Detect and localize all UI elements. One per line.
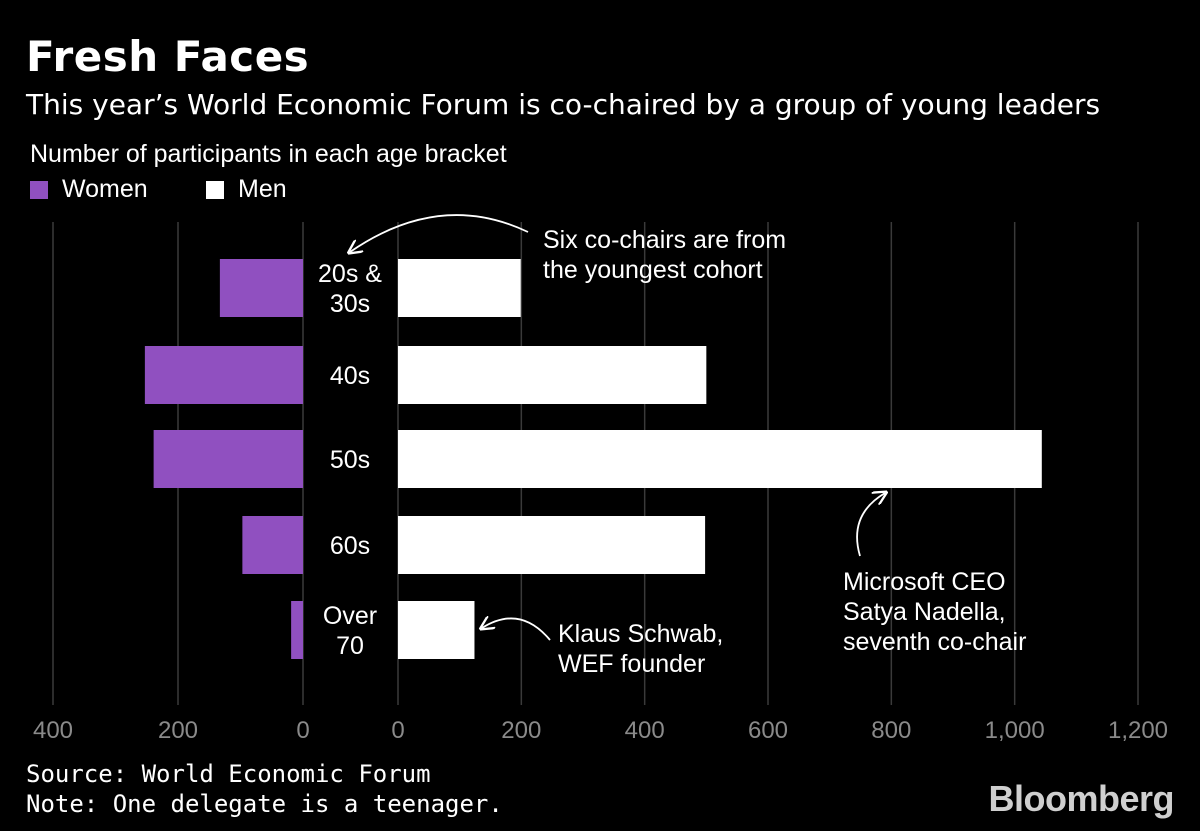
tick-label-men-1200: 1,200: [1108, 717, 1168, 744]
tick-label-women-0: 0: [296, 717, 309, 744]
chart-title: Fresh Faces: [26, 32, 310, 81]
value-axis-description: Number of participants in each age brack…: [30, 140, 507, 168]
annotation-text-1-2: seventh co-chair: [843, 628, 1026, 656]
annotation-text-1-1: Satya Nadella,: [843, 598, 1006, 626]
tick-label-men-0: 0: [391, 717, 404, 744]
bloomberg-logo: Bloomberg: [988, 778, 1174, 819]
annotation-text-0-0: Six co-chairs are from: [543, 226, 786, 254]
annotation-arrow-2: [482, 618, 551, 641]
bar-women-0: [219, 259, 303, 317]
footnote: Note: One delegate is a teenager.: [26, 790, 503, 818]
chart-subtitle: This year’s World Economic Forum is co-c…: [26, 88, 1101, 121]
bar-men-4: [398, 601, 475, 659]
annotation-text-2-1: WEF founder: [558, 650, 705, 678]
legend-swatch-women: [30, 180, 48, 199]
legend-item-women: Women: [30, 175, 148, 204]
category-label-4-1: 70: [336, 632, 364, 660]
tick-label-women-400: 400: [33, 717, 73, 744]
category-label-2-0: 50s: [330, 446, 370, 474]
category-label-4-0: Over: [323, 602, 377, 630]
annotation-text-0-1: the youngest cohort: [543, 256, 763, 284]
annotation-text-2-0: Klaus Schwab,: [558, 620, 723, 648]
category-label-3-0: 60s: [330, 532, 370, 560]
tick-label-men-1000: 1,000: [985, 717, 1045, 744]
annotation-text-1-0: Microsoft CEO: [843, 568, 1006, 596]
bar-women-3: [242, 516, 303, 574]
bar-men-3: [398, 516, 706, 574]
category-label-0-1: 30s: [330, 290, 370, 318]
category-label-1-0: 40s: [330, 362, 370, 390]
tick-label-men-200: 200: [501, 717, 541, 744]
category-label-0-0: 20s &: [318, 260, 382, 288]
tick-label-men-800: 800: [871, 717, 911, 744]
tick-label-women-200: 200: [158, 717, 198, 744]
legend-label-men: Men: [238, 175, 287, 203]
annotation-arrow-1: [856, 493, 885, 557]
bar-men-2: [398, 430, 1042, 488]
bar-women-1: [144, 346, 303, 404]
bar-men-0: [398, 259, 521, 317]
bar-women-4: [291, 601, 303, 659]
source-note: Source: World Economic Forum: [26, 760, 431, 788]
legend-item-men: Men: [206, 175, 287, 204]
tick-label-men-600: 600: [748, 717, 788, 744]
bar-men-1: [398, 346, 707, 404]
tick-label-men-400: 400: [625, 717, 665, 744]
legend-swatch-men: [206, 180, 224, 199]
bar-women-2: [153, 430, 303, 488]
legend-label-women: Women: [62, 175, 148, 203]
annotation-arrow-0: [350, 214, 529, 252]
